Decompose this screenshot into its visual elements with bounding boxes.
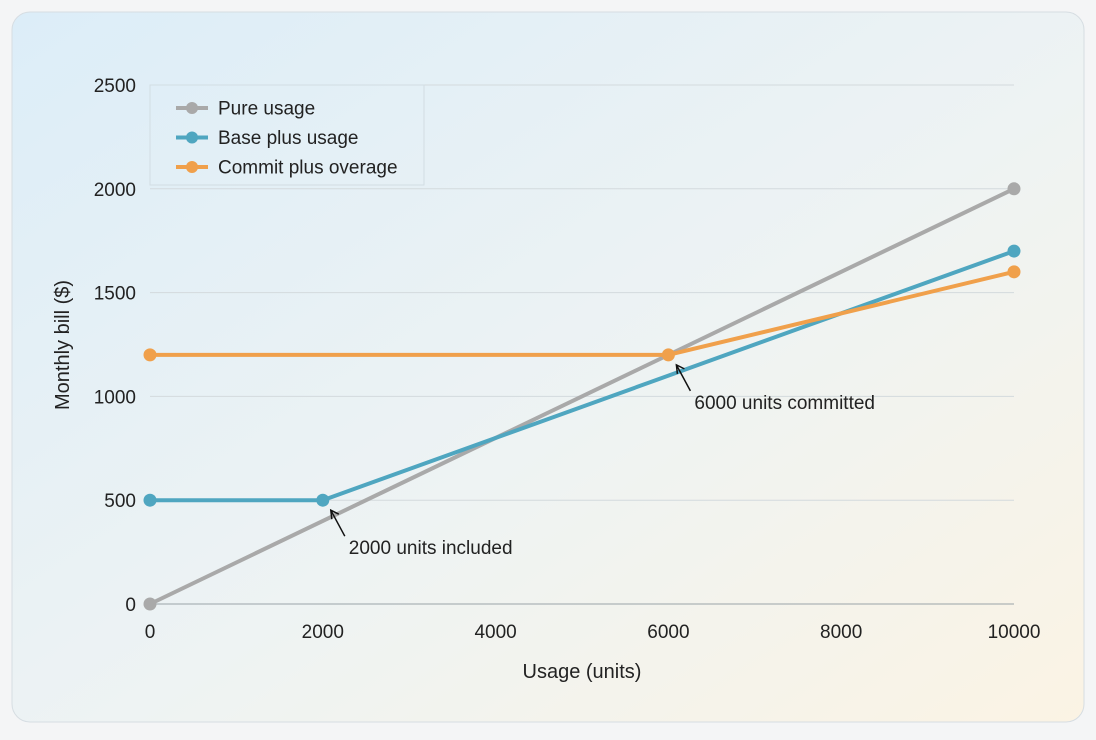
legend: Pure usage Base plus usage Commit plus ove… <box>149 84 425 186</box>
arrowhead-icon <box>675 363 685 374</box>
x-tick-label: 4000 <box>474 622 516 643</box>
x-tick-label: 2000 <box>302 622 344 643</box>
data-point <box>1007 265 1021 279</box>
series-line <box>149 186 1015 606</box>
y-axis-label: Monthly bill ($) <box>52 280 74 410</box>
x-tick-label: 0 <box>145 622 156 643</box>
x-axis-label: Usage (units) <box>523 661 642 683</box>
y-tick-label: 500 <box>104 491 136 512</box>
legend-label: Base plus usage <box>218 128 359 149</box>
y-tick-label: 2500 <box>94 76 136 97</box>
y-tick-label: 1500 <box>94 284 136 305</box>
chart-card <box>11 11 1085 723</box>
data-point <box>143 493 157 507</box>
legend-box <box>149 84 425 186</box>
annotation-label: 2000 units included <box>349 538 513 559</box>
y-tick-label: 0 <box>125 595 136 616</box>
annotation-label: 6000 units committed <box>694 393 875 414</box>
legend-label: Pure usage <box>218 99 315 120</box>
legend-marker <box>186 161 198 173</box>
data-point <box>661 348 675 362</box>
data-point <box>316 493 330 507</box>
data-point <box>143 597 157 611</box>
data-point <box>143 348 157 362</box>
x-tick-label: 10000 <box>988 622 1041 643</box>
legend-label: Commit plus overage <box>218 158 398 179</box>
arrowhead-icon <box>329 508 340 520</box>
y-tick-label: 1000 <box>94 387 136 408</box>
legend-marker <box>186 102 198 114</box>
data-point <box>1007 182 1021 196</box>
y-tick-label: 2000 <box>94 180 136 201</box>
data-point <box>1007 244 1021 258</box>
annotation-arrow <box>330 509 346 537</box>
x-tick-label: 6000 <box>647 622 689 643</box>
legend-marker <box>186 131 198 144</box>
annotation-arrow <box>675 364 692 392</box>
x-tick-label: 8000 <box>820 622 862 643</box>
